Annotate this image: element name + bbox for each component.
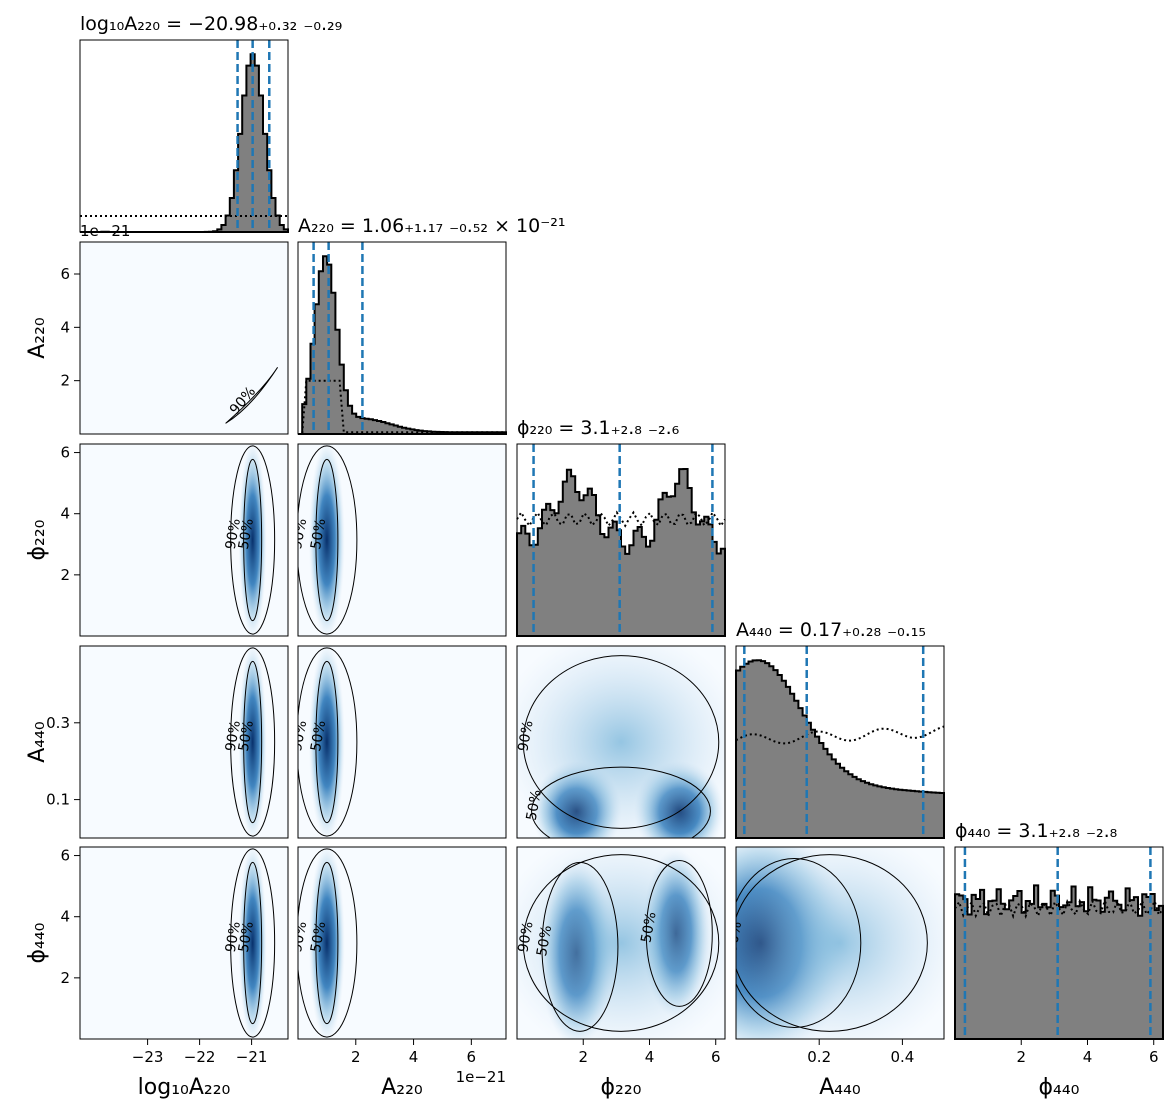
density-A440-phi440: 50%90% xyxy=(720,846,945,1040)
contour-label-50: 50% xyxy=(638,911,659,944)
ylabel-phi440: ϕ₄₄₀ xyxy=(25,922,50,963)
xtick-label-log10A220-1: −22 xyxy=(184,1048,216,1066)
ylabel-A220: A₂₂₀ xyxy=(25,317,50,359)
title-phi220: ϕ₂₂₀ = 3.1₊₂.₈ ₋₂.₆ xyxy=(517,417,679,439)
panel-frame-A220 xyxy=(297,241,507,435)
panel-frame-A440 xyxy=(735,645,945,839)
density-log10A220-A440: 50%90% xyxy=(79,645,289,839)
density-log10A220-A220: 90% xyxy=(79,241,289,435)
xtick-label-A440-1: 0.4 xyxy=(890,1048,914,1066)
xtick-label-phi220-2: 6 xyxy=(711,1048,721,1066)
density-log10A220-phi440: 50%90% xyxy=(79,846,289,1040)
contour-label-90: 90% xyxy=(223,517,244,550)
xtick-label-log10A220-2: −21 xyxy=(236,1048,268,1066)
prior-phi220 xyxy=(516,510,726,528)
title-log10A220: log₁₀A₂₂₀ = −20.98₊₀.₃₂ ₋₀.₂₉ xyxy=(80,13,342,35)
contour-label-90: 90% xyxy=(515,719,536,752)
xtick-label-phi440-1: 4 xyxy=(1083,1048,1093,1066)
xlabel-phi220: ϕ₂₂₀ xyxy=(601,1075,642,1100)
title-A440: A₄₄₀ = 0.17₊₀.₂₈ ₋₀.₁₅ xyxy=(736,619,926,641)
histogram-log10A220 xyxy=(80,53,289,233)
density-phi220-phi440: 50% 50%90% xyxy=(515,846,726,1040)
density-phi220-A440: 50% 90% xyxy=(515,645,726,839)
contour-label-90: 90% xyxy=(223,719,244,752)
title-phi440: ϕ₄₄₀ = 3.1₊₂.₈ ₋₂.₈ xyxy=(955,820,1117,842)
xlabel-A440: A₄₄₀ xyxy=(819,1075,861,1100)
histogram-A440 xyxy=(735,659,945,839)
histogram-phi220 xyxy=(516,468,726,637)
ytick-label-A220-1: 4 xyxy=(60,318,70,336)
ytick-label-phi220-1: 4 xyxy=(60,505,70,523)
xtick-label-log10A220-0: −23 xyxy=(132,1048,164,1066)
density-log10A220-phi220: 50%90% xyxy=(79,443,289,637)
density-A220-phi220: 50%90% xyxy=(297,443,507,637)
prior-phi440 xyxy=(954,897,1164,920)
xtick-label-A220-1: 4 xyxy=(409,1048,419,1066)
contour-label-50: 50% xyxy=(720,920,741,953)
contour-label-50: 50% xyxy=(236,517,257,550)
contour-label-50: 50% xyxy=(308,719,329,752)
panel-frame-phi440 xyxy=(954,846,1164,1040)
ytick-label-A220-2: 6 xyxy=(60,265,70,283)
ytick-label-A220-0: 2 xyxy=(60,372,70,390)
ytick-label-phi220-0: 2 xyxy=(60,566,70,584)
xtick-label-A220-2: 6 xyxy=(467,1048,477,1066)
ytick-label-phi440-0: 2 xyxy=(60,969,70,987)
ylabel-phi220: ϕ₂₂₀ xyxy=(25,519,50,560)
xtick-label-A440-0: 0.2 xyxy=(807,1048,831,1066)
contour-label-90: 90% xyxy=(724,920,745,953)
ytick-label-phi440-2: 6 xyxy=(60,847,70,865)
prior-A220 xyxy=(298,379,506,435)
xoffset-A220: 1e−21 xyxy=(456,1068,506,1086)
yoffset-A220: 1e−21 xyxy=(80,222,130,240)
xlabel-phi440: ϕ₄₄₀ xyxy=(1039,1075,1080,1100)
contour-label-90: 90% xyxy=(515,920,536,953)
panel-frame-phi220 xyxy=(516,443,726,637)
density-A220-A440: 50%90% xyxy=(297,645,507,839)
xtick-label-A220-0: 2 xyxy=(351,1048,361,1066)
xtick-label-phi220-0: 2 xyxy=(578,1048,588,1066)
contour-label-90: 90% xyxy=(223,920,244,953)
ytick-label-phi220-2: 6 xyxy=(60,444,70,462)
contour-label-50: 50% xyxy=(534,924,555,957)
ytick-label-phi440-1: 4 xyxy=(60,908,70,926)
density-A220-phi440: 50%90% xyxy=(297,846,507,1040)
xlabel-A220: A₂₂₀ xyxy=(381,1075,423,1100)
ytick-label-A440-1: 0.3 xyxy=(46,714,70,732)
panel-frame-log10A220 xyxy=(79,39,289,233)
contour-label-50: 50% xyxy=(236,920,257,953)
contour-label-50: 50% xyxy=(308,517,329,550)
ylabel-A440: A₄₄₀ xyxy=(25,721,50,763)
ytick-label-A440-0: 0.1 xyxy=(46,791,70,809)
prior-A440 xyxy=(735,725,945,745)
xtick-label-phi440-0: 2 xyxy=(1016,1048,1026,1066)
xtick-label-phi220-1: 4 xyxy=(645,1048,655,1066)
title-A220: A₂₂₀ = 1.06₊₁.₁₇ ₋₀.₅₂ × 10⁻²¹ xyxy=(298,215,565,237)
xlabel-log10A220: log₁₀A₂₂₀ xyxy=(138,1075,231,1100)
contour-label-50: 50% xyxy=(236,719,257,752)
xtick-label-phi440-2: 6 xyxy=(1149,1048,1159,1066)
contour-label-50: 50% xyxy=(524,788,545,821)
contour-label-50: 50% xyxy=(308,920,329,953)
